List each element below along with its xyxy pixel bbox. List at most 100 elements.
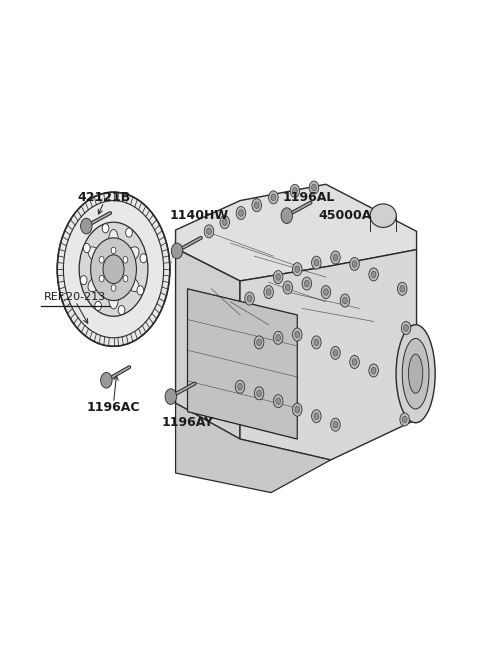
Circle shape <box>400 285 405 292</box>
Circle shape <box>222 219 227 226</box>
Polygon shape <box>176 403 331 493</box>
Circle shape <box>352 359 357 365</box>
Circle shape <box>292 403 302 416</box>
Circle shape <box>333 350 338 356</box>
Circle shape <box>274 331 283 344</box>
Circle shape <box>314 413 319 419</box>
Circle shape <box>245 292 254 305</box>
Circle shape <box>402 416 407 422</box>
Circle shape <box>111 247 116 254</box>
Circle shape <box>274 395 283 407</box>
Circle shape <box>204 225 214 238</box>
Circle shape <box>321 285 331 298</box>
Ellipse shape <box>396 325 435 422</box>
Circle shape <box>352 260 357 267</box>
Ellipse shape <box>125 276 139 291</box>
Circle shape <box>123 276 128 282</box>
Circle shape <box>397 282 407 295</box>
Circle shape <box>80 276 87 285</box>
Circle shape <box>95 301 101 310</box>
Circle shape <box>343 297 348 304</box>
Circle shape <box>331 346 340 359</box>
Text: 1196AC: 1196AC <box>87 401 140 414</box>
Ellipse shape <box>125 247 139 262</box>
Circle shape <box>91 238 136 300</box>
Circle shape <box>295 406 300 413</box>
Circle shape <box>371 367 376 374</box>
Circle shape <box>312 336 321 349</box>
Circle shape <box>274 270 283 283</box>
Ellipse shape <box>408 354 423 394</box>
Circle shape <box>235 380 245 394</box>
Circle shape <box>292 328 302 341</box>
Circle shape <box>276 398 281 405</box>
Circle shape <box>340 294 350 307</box>
Circle shape <box>314 339 319 346</box>
Circle shape <box>123 256 128 263</box>
Circle shape <box>239 210 243 216</box>
Circle shape <box>276 335 281 341</box>
Circle shape <box>333 254 338 260</box>
Circle shape <box>324 289 328 295</box>
Circle shape <box>103 255 124 283</box>
Circle shape <box>302 277 312 290</box>
Circle shape <box>350 257 360 270</box>
Ellipse shape <box>109 288 119 309</box>
Circle shape <box>283 281 292 294</box>
Circle shape <box>79 222 148 316</box>
Circle shape <box>269 191 278 204</box>
Ellipse shape <box>88 276 102 291</box>
Circle shape <box>264 285 274 298</box>
Circle shape <box>111 285 116 291</box>
Text: 1196AY: 1196AY <box>161 416 214 429</box>
Circle shape <box>81 218 92 234</box>
Circle shape <box>236 207 246 220</box>
Circle shape <box>312 184 316 191</box>
Circle shape <box>137 286 144 295</box>
Circle shape <box>99 256 104 263</box>
Circle shape <box>333 421 338 428</box>
Circle shape <box>304 280 309 287</box>
Circle shape <box>247 295 252 302</box>
Circle shape <box>254 387 264 400</box>
Ellipse shape <box>402 338 429 409</box>
Circle shape <box>404 325 408 331</box>
Circle shape <box>309 181 319 194</box>
Text: 1140HW: 1140HW <box>170 209 229 222</box>
Circle shape <box>371 271 376 277</box>
Circle shape <box>312 256 321 269</box>
Ellipse shape <box>109 230 119 251</box>
Ellipse shape <box>88 247 102 262</box>
Circle shape <box>271 194 276 201</box>
Circle shape <box>292 262 302 276</box>
Circle shape <box>171 243 183 258</box>
Circle shape <box>266 289 271 295</box>
Circle shape <box>252 199 262 212</box>
Circle shape <box>314 259 319 266</box>
Text: 42121B: 42121B <box>77 191 131 204</box>
Circle shape <box>292 188 297 194</box>
Polygon shape <box>188 289 297 439</box>
Text: 45000A: 45000A <box>318 209 372 222</box>
Circle shape <box>285 284 290 291</box>
Circle shape <box>350 356 360 369</box>
Circle shape <box>401 321 411 335</box>
Polygon shape <box>176 249 240 439</box>
Circle shape <box>295 331 300 338</box>
Circle shape <box>140 254 147 263</box>
Circle shape <box>126 228 132 237</box>
Circle shape <box>220 216 229 229</box>
Circle shape <box>331 251 340 264</box>
Circle shape <box>369 268 378 281</box>
Circle shape <box>369 364 378 377</box>
Text: 1196AL: 1196AL <box>283 191 336 204</box>
Circle shape <box>99 276 104 282</box>
Circle shape <box>281 208 292 224</box>
Circle shape <box>257 339 262 346</box>
Circle shape <box>290 184 300 197</box>
Circle shape <box>331 418 340 431</box>
Circle shape <box>101 373 112 388</box>
Circle shape <box>254 336 264 349</box>
Circle shape <box>102 224 109 233</box>
Circle shape <box>165 389 177 405</box>
